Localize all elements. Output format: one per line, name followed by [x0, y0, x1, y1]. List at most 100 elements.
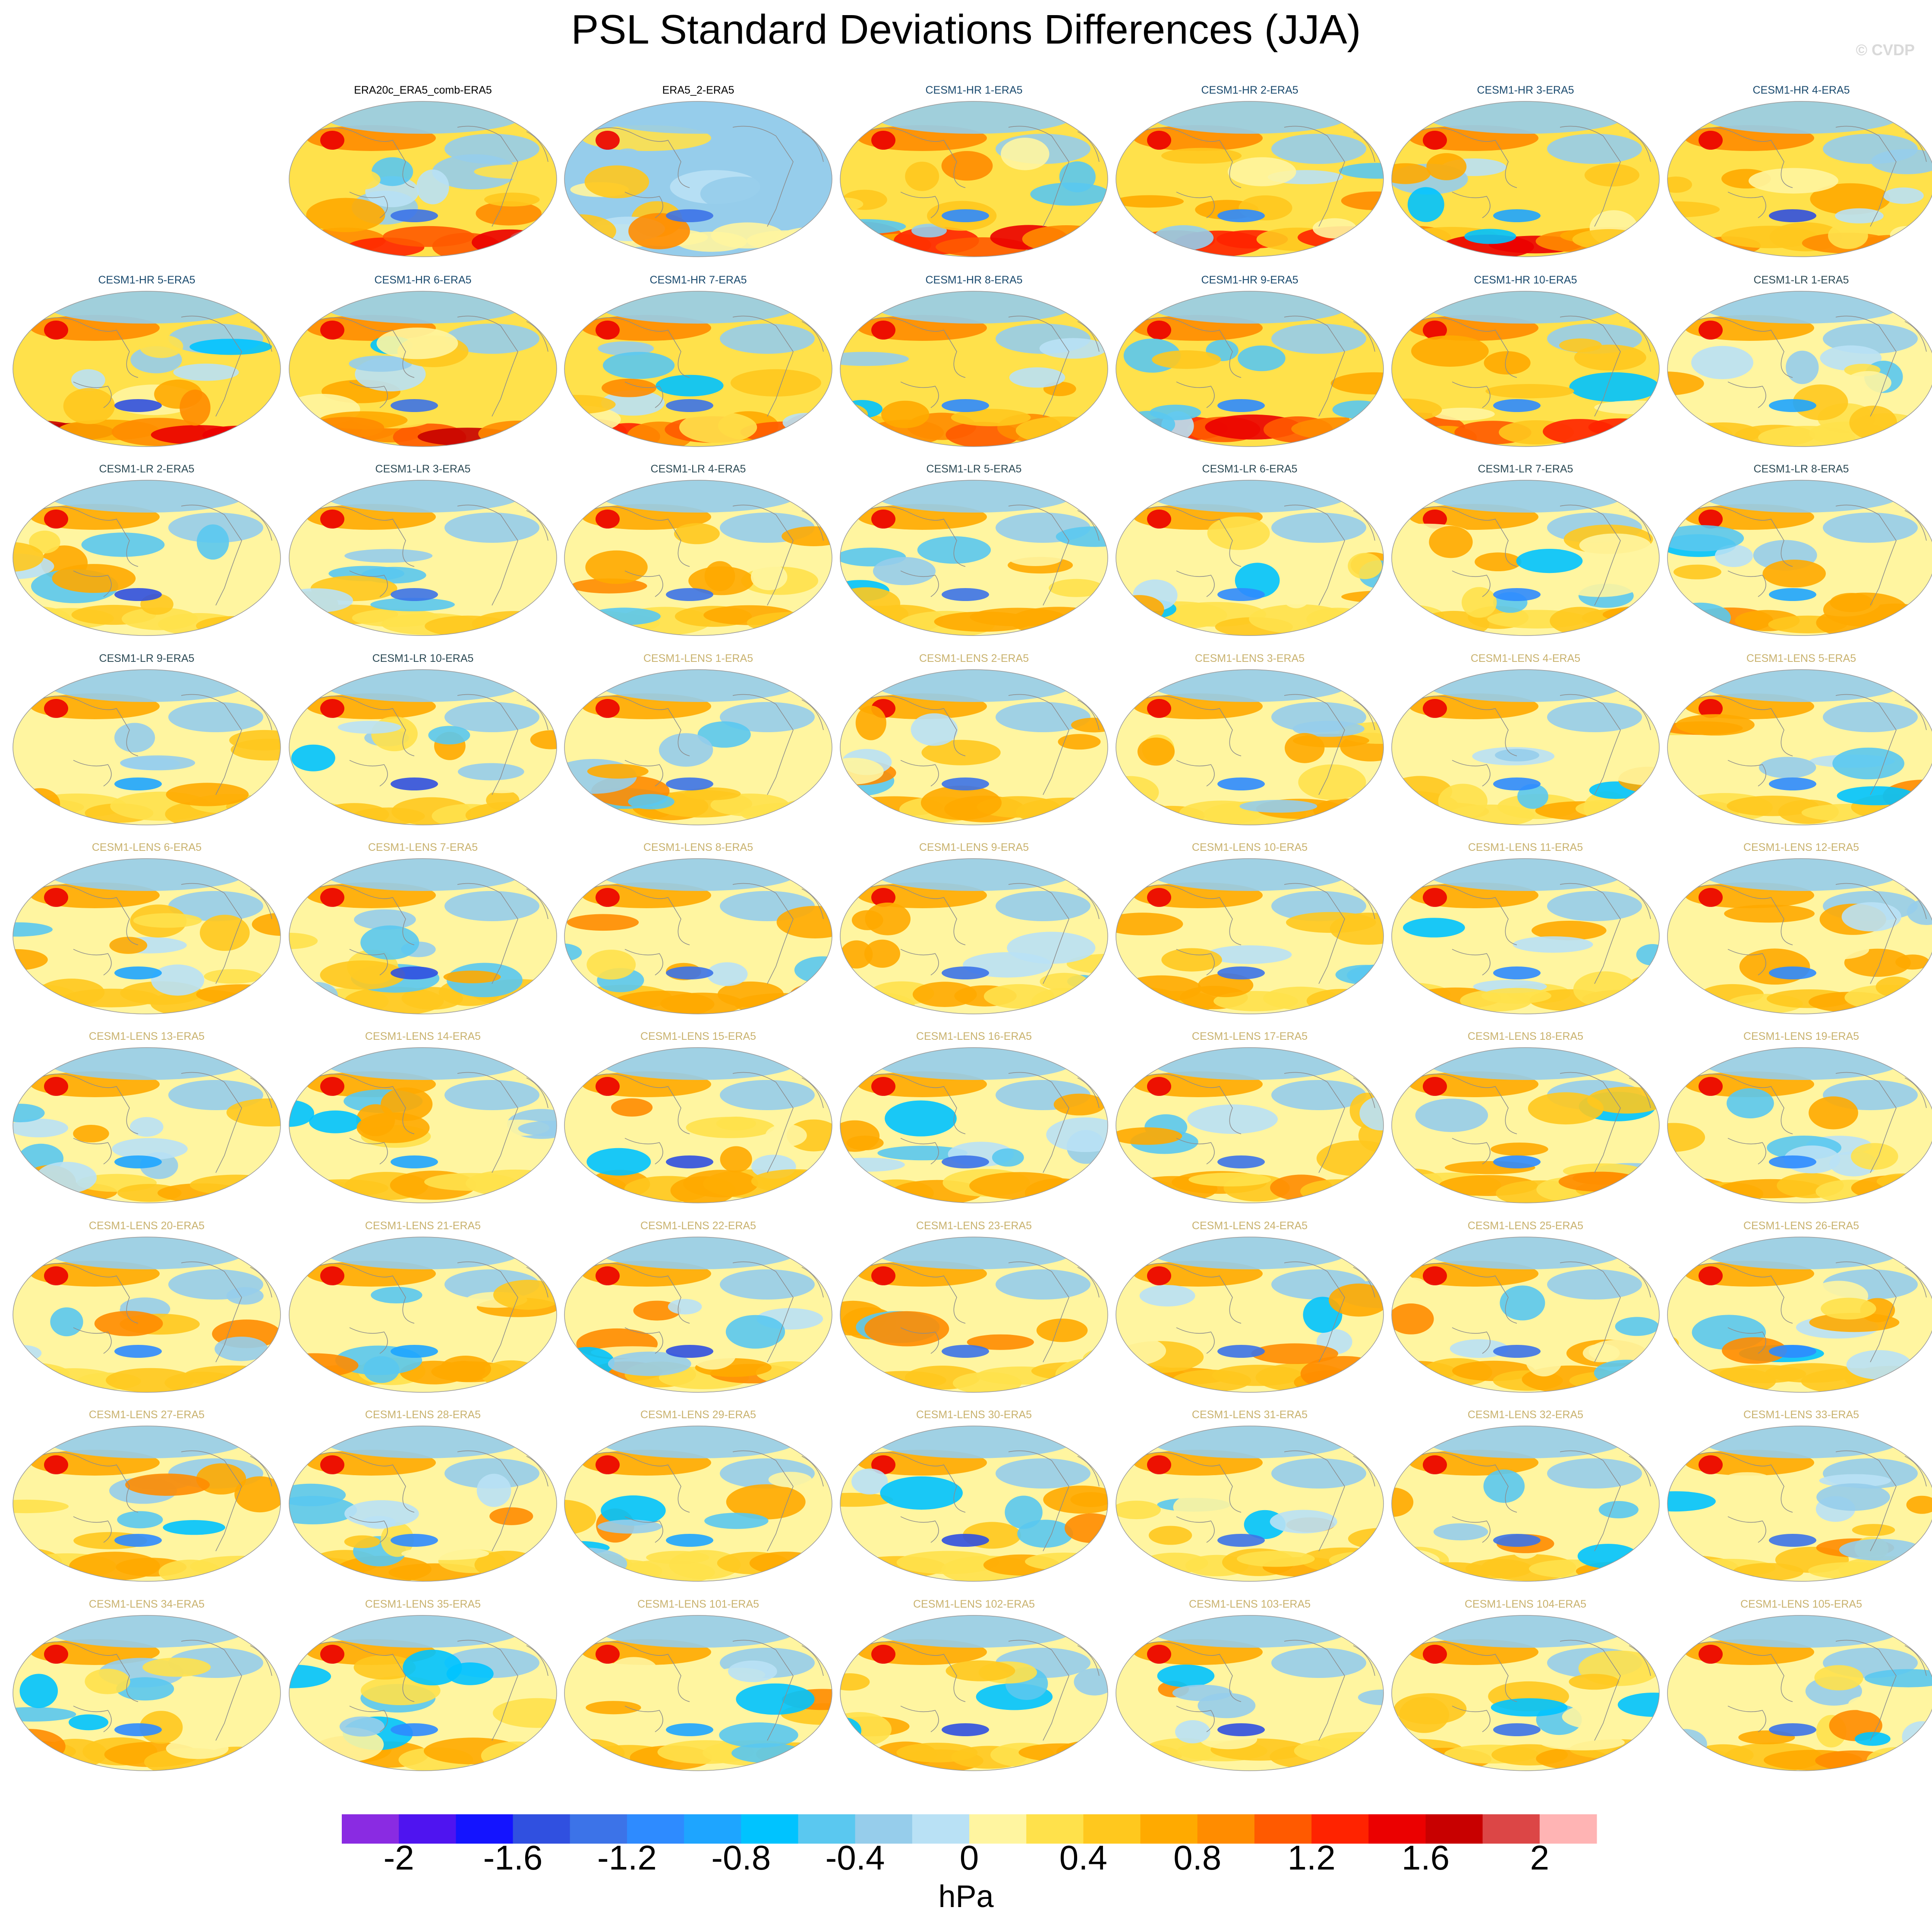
robinson-map — [1667, 1237, 1932, 1393]
robinson-map — [840, 480, 1108, 636]
colorbar-tick: 2 — [1530, 1838, 1550, 1877]
robinson-map — [840, 1047, 1108, 1203]
map-panel: CESM1-LENS 26-ERA5 — [1663, 1220, 1932, 1401]
panel-title: CESM1-LENS 24-ERA5 — [1191, 1220, 1308, 1232]
robinson-map — [289, 858, 557, 1014]
map-panel: CESM1-LENS 27-ERA5 — [9, 1409, 285, 1590]
map-panel: CESM1-HR 1-ERA5 — [836, 84, 1112, 265]
panel-title: CESM1-LR 7-ERA5 — [1478, 463, 1573, 475]
robinson-map — [289, 291, 557, 447]
robinson-map — [289, 101, 557, 257]
panel-title: ERA5_2-ERA5 — [662, 84, 734, 96]
robinson-map — [840, 1237, 1108, 1393]
map-panel: CESM1-LENS 17-ERA5 — [1112, 1030, 1388, 1212]
panel-title: CESM1-LENS 11-ERA5 — [1468, 841, 1583, 853]
panel-title: CESM1-LENS 28-ERA5 — [365, 1409, 481, 1421]
map-panel: ERA20c_ERA5_comb-ERA5 — [285, 84, 561, 265]
map-panel: CESM1-LENS 10-ERA5 — [1112, 841, 1388, 1023]
panel-title: CESM1-LENS 5-ERA5 — [1746, 652, 1856, 664]
map-panel: CESM1-HR 6-ERA5 — [285, 274, 561, 455]
panel-title: CESM1-LENS 102-ERA5 — [913, 1598, 1035, 1610]
robinson-map — [840, 101, 1108, 257]
panel-title: CESM1-LENS 1-ERA5 — [643, 652, 753, 664]
robinson-map — [13, 480, 281, 636]
robinson-map — [1667, 291, 1932, 447]
robinson-map — [1116, 1047, 1384, 1203]
robinson-map — [564, 480, 832, 636]
robinson-map — [1667, 1426, 1932, 1582]
robinson-map — [1116, 480, 1384, 636]
robinson-map — [840, 1426, 1108, 1582]
map-panel: CESM1-LENS 105-ERA5 — [1663, 1598, 1932, 1779]
panel-title: CESM1-LENS 13-ERA5 — [88, 1030, 205, 1042]
panel-title: CESM1-LENS 29-ERA5 — [640, 1409, 756, 1421]
panel-title: CESM1-LENS 10-ERA5 — [1191, 841, 1308, 853]
panel-title: CESM1-HR 6-ERA5 — [374, 274, 472, 286]
robinson-map — [1391, 1047, 1660, 1203]
panel-title: CESM1-HR 4-ERA5 — [1752, 84, 1850, 96]
map-panel: CESM1-LENS 13-ERA5 — [9, 1030, 285, 1212]
map-panel: CESM1-LR 10-ERA5 — [285, 652, 561, 834]
robinson-map — [840, 291, 1108, 447]
robinson-map — [1667, 101, 1932, 257]
map-panel: CESM1-LENS 6-ERA5 — [9, 841, 285, 1023]
robinson-map — [13, 669, 281, 825]
colorbar-tick: 0.4 — [1059, 1838, 1107, 1877]
panel-title: CESM1-HR 1-ERA5 — [925, 84, 1023, 96]
panel-title: CESM1-LENS 22-ERA5 — [640, 1220, 756, 1232]
robinson-map — [1391, 1615, 1660, 1771]
robinson-map — [840, 858, 1108, 1014]
robinson-map — [289, 1615, 557, 1771]
panel-title: CESM1-LR 6-ERA5 — [1202, 463, 1298, 475]
map-panel: CESM1-LENS 15-ERA5 — [560, 1030, 836, 1212]
colorbar-tick: -1.6 — [483, 1838, 543, 1877]
robinson-map — [1667, 1047, 1932, 1203]
map-panel: CESM1-HR 5-ERA5 — [9, 274, 285, 455]
map-panel: CESM1-LR 7-ERA5 — [1387, 463, 1664, 644]
map-panel: CESM1-LENS 25-ERA5 — [1387, 1220, 1664, 1401]
panel-title: CESM1-LENS 34-ERA5 — [88, 1598, 205, 1610]
robinson-map — [564, 1237, 832, 1393]
map-panel: CESM1-LR 3-ERA5 — [285, 463, 561, 644]
panel-title: CESM1-LENS 17-ERA5 — [1191, 1030, 1308, 1042]
robinson-map — [564, 1426, 832, 1582]
robinson-map — [840, 1615, 1108, 1771]
panel-title: CESM1-LENS 31-ERA5 — [1191, 1409, 1308, 1421]
map-panel: CESM1-LENS 14-ERA5 — [285, 1030, 561, 1212]
panel-title: CESM1-LR 2-ERA5 — [99, 463, 195, 475]
robinson-map — [13, 1047, 281, 1203]
colorbar-units: hPa — [938, 1879, 994, 1914]
panel-title: CESM1-HR 10-ERA5 — [1474, 274, 1577, 286]
map-panel: CESM1-LENS 103-ERA5 — [1112, 1598, 1388, 1779]
robinson-map — [1391, 480, 1660, 636]
robinson-map — [13, 858, 281, 1014]
robinson-map — [564, 669, 832, 825]
map-panel: CESM1-HR 3-ERA5 — [1387, 84, 1664, 265]
colorbar-tick: 0 — [959, 1838, 979, 1877]
map-panel: CESM1-HR 4-ERA5 — [1663, 84, 1932, 265]
map-panel: CESM1-LENS 7-ERA5 — [285, 841, 561, 1023]
map-panel: CESM1-LENS 9-ERA5 — [836, 841, 1112, 1023]
robinson-map — [1391, 858, 1660, 1014]
robinson-map — [1116, 291, 1384, 447]
map-panel: CESM1-HR 2-ERA5 — [1112, 84, 1388, 265]
panel-title: CESM1-LENS 7-ERA5 — [368, 841, 478, 853]
map-panel: CESM1-HR 9-ERA5 — [1112, 274, 1388, 455]
cvdp-credit: © CVDP — [1856, 41, 1915, 59]
colorbar-tick: -0.8 — [711, 1838, 771, 1877]
panel-title: CESM1-LENS 2-ERA5 — [919, 652, 1029, 664]
panel-title: CESM1-LENS 103-ERA5 — [1188, 1598, 1311, 1610]
robinson-map — [1116, 858, 1384, 1014]
map-panel: CESM1-LENS 102-ERA5 — [836, 1598, 1112, 1779]
map-panel: CESM1-LENS 3-ERA5 — [1112, 652, 1388, 834]
map-panel: CESM1-LENS 19-ERA5 — [1663, 1030, 1932, 1212]
map-panel: CESM1-LENS 11-ERA5 — [1387, 841, 1664, 1023]
robinson-map — [13, 1615, 281, 1771]
panel-title: CESM1-LR 1-ERA5 — [1753, 274, 1849, 286]
map-panel: CESM1-LENS 35-ERA5 — [285, 1598, 561, 1779]
panel-title: CESM1-HR 2-ERA5 — [1201, 84, 1299, 96]
panel-title: CESM1-HR 7-ERA5 — [649, 274, 747, 286]
map-panel: CESM1-LENS 16-ERA5 — [836, 1030, 1112, 1212]
map-panel: CESM1-LR 8-ERA5 — [1663, 463, 1932, 644]
colorbar-tick: 0.8 — [1173, 1838, 1222, 1877]
